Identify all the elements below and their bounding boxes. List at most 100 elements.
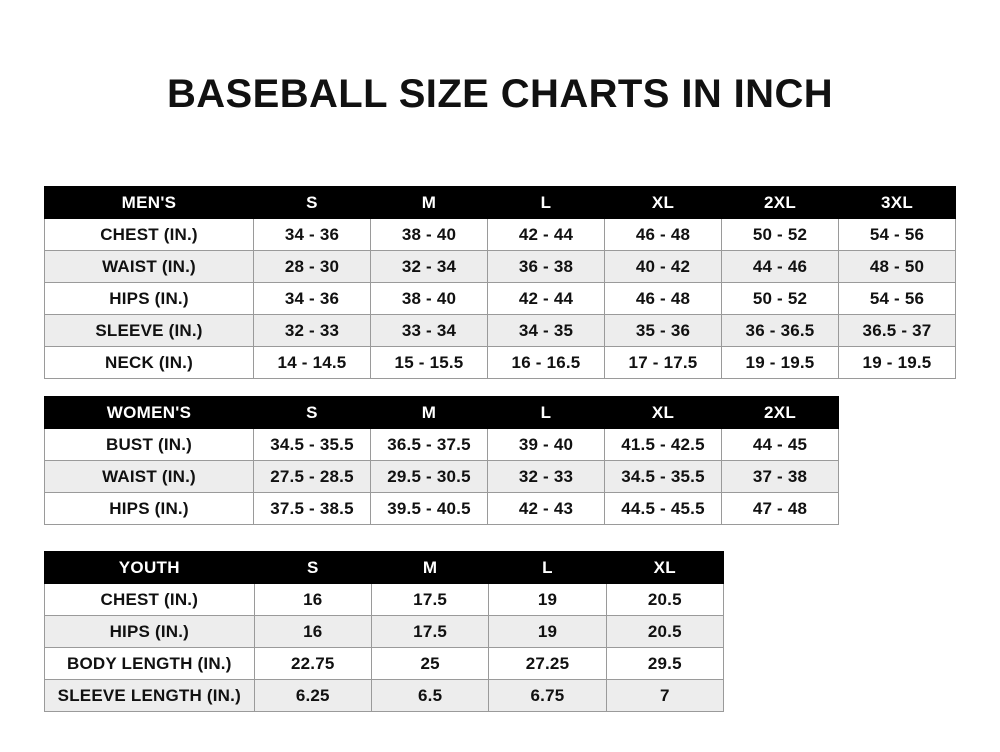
measurement-cell: 19 - 19.5 (838, 346, 956, 379)
measurement-cell: 34 - 36 (253, 218, 371, 251)
mens-table-header: MEN'S S M L XL 2XL 3XL (44, 186, 956, 219)
youth-header-label: YOUTH (44, 551, 255, 584)
table-row: NECK (IN.) 14 - 14.5 15 - 15.5 16 - 16.5 17 … (44, 346, 956, 379)
table-row: BODY LENGTH (IN.) 22.75 25 27.25 29.5 (44, 647, 725, 680)
womens-size-header-l: L (487, 396, 605, 429)
table-header-row: WOMEN'S S M L XL 2XL (44, 396, 839, 429)
table-row: WAIST (IN.) 28 - 30 32 - 34 36 - 38 40 - 42 4… (44, 250, 956, 283)
womens-table-header: WOMEN'S S M L XL 2XL (44, 396, 839, 429)
table-row: CHEST (IN.) 34 - 36 38 - 40 42 - 44 46 - 48 5… (44, 218, 956, 251)
table-row: SLEEVE LENGTH (IN.) 6.25 6.5 6.75 7 (44, 679, 725, 712)
womens-size-header-s: S (253, 396, 371, 429)
mens-table-body: CHEST (IN.) 34 - 36 38 - 40 42 - 44 46 - 48 5… (44, 218, 956, 379)
measurement-cell: 37 - 38 (721, 460, 839, 493)
measurement-cell: 22.75 (253, 647, 372, 680)
measurement-cell: 42 - 44 (487, 282, 605, 315)
row-label: BUST (IN.) (44, 428, 254, 461)
row-label: HIPS (IN.) (44, 492, 254, 525)
youth-table-header: YOUTH S M L XL (44, 551, 725, 584)
measurement-cell: 34.5 - 35.5 (253, 428, 371, 461)
measurement-cell: 25 (370, 647, 490, 680)
youth-size-header-s: S (253, 551, 372, 584)
table-row: HIPS (IN.) 37.5 - 38.5 39.5 - 40.5 42 - 43 4… (44, 492, 839, 525)
measurement-cell: 34 - 36 (253, 282, 371, 315)
measurement-cell: 50 - 52 (721, 282, 839, 315)
measurement-cell: 36.5 - 37 (838, 314, 956, 347)
page-title: BASEBALL SIZE CHARTS IN INCH (166, 72, 834, 116)
measurement-cell: 7 (605, 679, 725, 712)
measurement-cell: 46 - 48 (604, 218, 722, 251)
measurement-cell: 6.5 (370, 679, 490, 712)
youth-size-table: YOUTH S M L XL CHEST (IN.) 16 17.5 19 20.5 HIPS (… (44, 551, 725, 712)
row-label: HIPS (IN.) (44, 282, 254, 315)
measurement-cell: 19 - 19.5 (721, 346, 839, 379)
measurement-cell: 37.5 - 38.5 (253, 492, 371, 525)
measurement-cell: 40 - 42 (604, 250, 722, 283)
measurement-cell: 34 - 35 (487, 314, 605, 347)
youth-size-header-m: M (370, 551, 490, 584)
table-header-row: YOUTH S M L XL (44, 551, 725, 584)
measurement-cell: 33 - 34 (370, 314, 488, 347)
row-label: CHEST (IN.) (44, 583, 255, 616)
measurement-cell: 39 - 40 (487, 428, 605, 461)
mens-size-header-3xl: 3XL (838, 186, 956, 219)
measurement-cell: 42 - 44 (487, 218, 605, 251)
row-label: CHEST (IN.) (44, 218, 254, 251)
measurement-cell: 39.5 - 40.5 (370, 492, 488, 525)
measurement-cell: 20.5 (605, 615, 725, 648)
measurement-cell: 38 - 40 (370, 282, 488, 315)
womens-size-header-2xl: 2XL (721, 396, 839, 429)
youth-table-body: CHEST (IN.) 16 17.5 19 20.5 HIPS (IN.) 16 17.5 1… (44, 583, 725, 712)
table-header-row: MEN'S S M L XL 2XL 3XL (44, 186, 956, 219)
row-label: NECK (IN.) (44, 346, 254, 379)
measurement-cell: 32 - 33 (253, 314, 371, 347)
row-label: SLEEVE LENGTH (IN.) (44, 679, 255, 712)
table-row: CHEST (IN.) 16 17.5 19 20.5 (44, 583, 725, 616)
measurement-cell: 16 - 16.5 (487, 346, 605, 379)
row-label: HIPS (IN.) (44, 615, 255, 648)
measurement-cell: 14 - 14.5 (253, 346, 371, 379)
measurement-cell: 50 - 52 (721, 218, 839, 251)
youth-size-header-l: L (488, 551, 607, 584)
row-label: WAIST (IN.) (44, 250, 254, 283)
measurement-cell: 34.5 - 35.5 (604, 460, 722, 493)
measurement-cell: 38 - 40 (370, 218, 488, 251)
measurement-cell: 29.5 (605, 647, 725, 680)
measurement-cell: 17 - 17.5 (604, 346, 722, 379)
womens-table-body: BUST (IN.) 34.5 - 35.5 36.5 - 37.5 39 - 40 4… (44, 428, 839, 525)
measurement-cell: 32 - 34 (370, 250, 488, 283)
mens-size-header-m: M (370, 186, 488, 219)
measurement-cell: 54 - 56 (838, 218, 956, 251)
measurement-cell: 44.5 - 45.5 (604, 492, 722, 525)
table-row: WAIST (IN.) 27.5 - 28.5 29.5 - 30.5 32 - 33… (44, 460, 839, 493)
measurement-cell: 42 - 43 (487, 492, 605, 525)
measurement-cell: 35 - 36 (604, 314, 722, 347)
measurement-cell: 6.25 (253, 679, 372, 712)
measurement-cell: 16 (253, 615, 372, 648)
measurement-cell: 54 - 56 (838, 282, 956, 315)
row-label: SLEEVE (IN.) (44, 314, 254, 347)
measurement-cell: 28 - 30 (253, 250, 371, 283)
measurement-cell: 29.5 - 30.5 (370, 460, 488, 493)
measurement-cell: 36.5 - 37.5 (370, 428, 488, 461)
measurement-cell: 32 - 33 (487, 460, 605, 493)
table-row: HIPS (IN.) 34 - 36 38 - 40 42 - 44 46 - 48 50… (44, 282, 956, 315)
mens-size-header-2xl: 2XL (721, 186, 839, 219)
measurement-cell: 36 - 36.5 (721, 314, 839, 347)
measurement-cell: 44 - 45 (721, 428, 839, 461)
measurement-cell: 47 - 48 (721, 492, 839, 525)
table-row: HIPS (IN.) 16 17.5 19 20.5 (44, 615, 725, 648)
measurement-cell: 19 (488, 583, 607, 616)
table-row: BUST (IN.) 34.5 - 35.5 36.5 - 37.5 39 - 40 4… (44, 428, 839, 461)
womens-size-header-m: M (370, 396, 488, 429)
measurement-cell: 36 - 38 (487, 250, 605, 283)
measurement-cell: 27.25 (488, 647, 607, 680)
measurement-cell: 27.5 - 28.5 (253, 460, 371, 493)
measurement-cell: 48 - 50 (838, 250, 956, 283)
womens-header-label: WOMEN'S (44, 396, 254, 429)
row-label: WAIST (IN.) (44, 460, 254, 493)
measurement-cell: 46 - 48 (604, 282, 722, 315)
mens-size-header-s: S (253, 186, 371, 219)
measurement-cell: 15 - 15.5 (370, 346, 488, 379)
